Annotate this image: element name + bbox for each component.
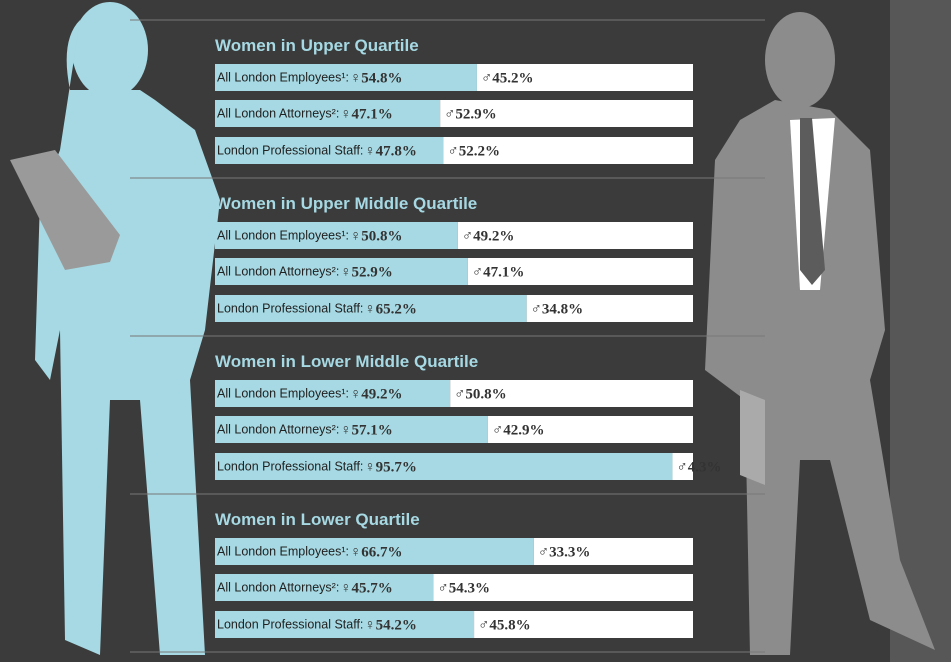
value-label: ♂54.3% [437,581,490,597]
category-label: All London Employees¹: [217,71,349,85]
folder [740,390,765,485]
value-label: ♀45.7% [340,581,393,597]
category-label: All London Attorneys²: [217,423,339,437]
value-label: ♀49.2% [350,387,403,403]
category-label: All London Employees¹: [217,387,349,401]
chart: Women in Upper Quartile All London Employ… [0,0,951,662]
value-label: ♂49.2% [462,229,514,245]
value-label: ♀50.8% [350,229,403,245]
value-label: ♀47.8% [364,144,417,160]
value-label: ♂47.1% [472,265,525,281]
category-label: All London Employees¹: [217,545,349,559]
category-label: All London Employees¹: [217,229,349,243]
category-label: London Professional Staff: [217,144,363,158]
value-label: ♀54.8% [350,71,403,87]
value-label: ♀47.1% [340,107,393,123]
value-label: ♂45.8% [478,618,531,634]
group-title: Women in Upper Quartile [215,36,419,55]
value-label: ♀65.2% [364,302,417,318]
value-label: ♂42.9% [492,423,545,439]
value-label: ♂52.9% [444,107,497,123]
page: Women in Upper Quartile All London Employ… [0,0,951,662]
category-label: London Professional Staff: [217,618,363,632]
value-label: ♀52.9% [340,265,393,281]
category-label: All London Attorneys²: [217,265,339,279]
category-label: All London Attorneys²: [217,107,339,121]
value-label: ♂50.8% [454,387,507,403]
group-title: Women in Upper Middle Quartile [215,194,477,213]
category-label: London Professional Staff: [217,460,363,474]
value-label: ♀95.7% [364,460,417,476]
value-label: ♂4.3% [676,460,721,476]
value-label: ♂45.2% [481,71,533,87]
value-label: ♂34.8% [531,302,584,318]
group-title: Women in Lower Middle Quartile [215,352,478,371]
value-label: ♀57.1% [340,423,393,439]
category-label: London Professional Staff: [217,302,363,316]
value-label: ♂33.3% [538,545,591,561]
value-label: ♂52.2% [447,144,500,160]
group-title: Women in Lower Quartile [215,510,420,529]
value-label: ♀54.2% [364,618,417,634]
value-label: ♀66.7% [350,545,403,561]
category-label: All London Attorneys²: [217,581,339,595]
